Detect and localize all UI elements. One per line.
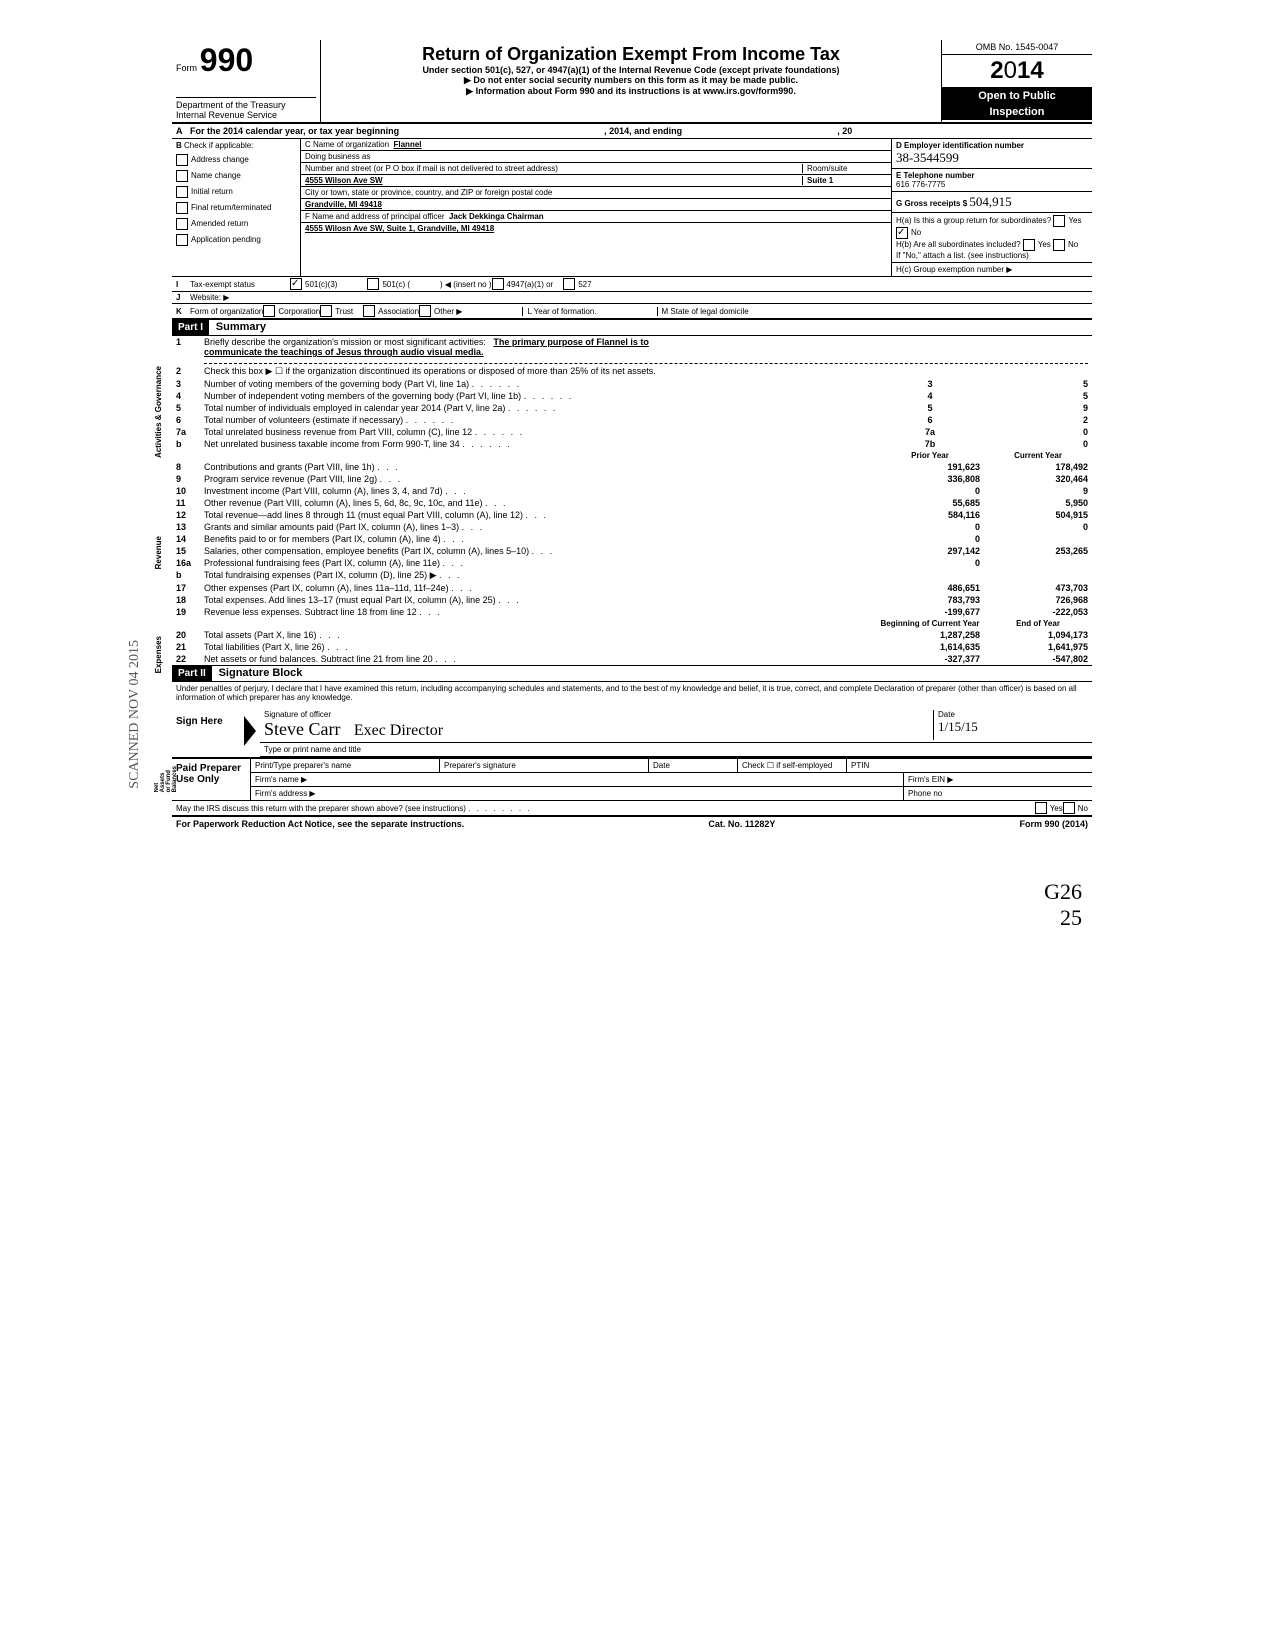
footer: For Paperwork Reduction Act Notice, see … xyxy=(172,817,1092,831)
net-side-label: Net Assets or Fund Balances xyxy=(154,766,178,792)
exp-side-label: Expenses xyxy=(154,636,163,673)
main-title: Return of Organization Exempt From Incom… xyxy=(325,44,937,65)
part-1-header: Part I Summary xyxy=(172,319,1092,336)
omb-number: OMB No. 1545-0047 xyxy=(942,40,1092,55)
paid-preparer-block: Paid Preparer Use Only Print/Type prepar… xyxy=(172,759,1092,801)
subtitle-2: ▶ Do not enter social security numbers o… xyxy=(325,75,937,86)
form-990-page: SCANNED NOV 04 2015 Form 990 Department … xyxy=(172,40,1092,831)
tax-year: 20201414 xyxy=(942,55,1092,88)
part-2-header: Part II Signature Block xyxy=(172,665,1092,682)
row-a: A For the 2014 calendar year, or tax yea… xyxy=(172,124,1092,139)
sign-here-block: Sign Here Signature of officer Steve Car… xyxy=(172,708,1092,759)
may-irs-row: May the IRS discuss this return with the… xyxy=(172,801,1092,817)
gov-side-label: Activities & Governance xyxy=(154,366,163,458)
subtitle-1: Under section 501(c), 527, or 4947(a)(1)… xyxy=(325,65,937,75)
open-public: Open to Public xyxy=(942,88,1092,104)
scan-stamp: SCANNED NOV 04 2015 xyxy=(127,640,143,789)
subtitle-3: ▶ Information about Form 990 and its ins… xyxy=(325,86,937,97)
sign-arrow-icon xyxy=(244,716,256,746)
col-c: C Name of organization Flannel Doing bus… xyxy=(301,139,891,276)
summary-table: 1 Briefly describe the organization's mi… xyxy=(172,336,1092,665)
row-k: K Form of organization Corporation Trust… xyxy=(172,304,1092,319)
page-handwriting: G26 25 xyxy=(1044,879,1082,931)
col-b: B Check if applicable: Address change Na… xyxy=(172,139,301,276)
form-number: 990 xyxy=(200,42,253,78)
inspection: Inspection xyxy=(942,104,1092,120)
ein-value: 38-3544599 xyxy=(896,150,959,165)
form-header: Form 990 Department of the Treasury Inte… xyxy=(172,40,1092,124)
penalty-text: Under penalties of perjury, I declare th… xyxy=(172,682,1092,704)
rev-side-label: Revenue xyxy=(154,536,163,569)
form-label: Form xyxy=(176,63,197,73)
col-deg: D Employer identification number 38-3544… xyxy=(891,139,1092,276)
row-i: I Tax-exempt status 501(c)(3) 501(c) ( )… xyxy=(172,277,1092,292)
irs-label: Internal Revenue Service xyxy=(176,110,316,120)
block-bcd: B Check if applicable: Address change Na… xyxy=(172,139,1092,277)
row-j: J Website: ▶ xyxy=(172,292,1092,304)
dept-label: Department of the Treasury xyxy=(176,100,316,110)
